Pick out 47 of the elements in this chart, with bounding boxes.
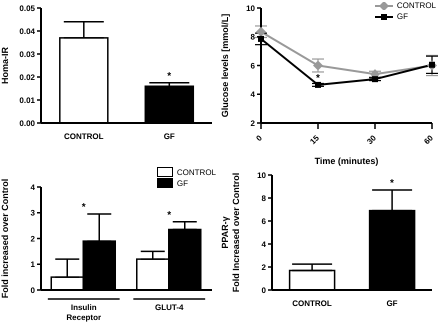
legend-label: CONTROL xyxy=(396,0,436,11)
y-tick-label: 0 xyxy=(30,285,36,294)
point xyxy=(256,26,266,37)
y-tick-label: 6 xyxy=(250,61,256,70)
y-tick-label: 0.05 xyxy=(19,4,36,13)
y-tick-label: 8 xyxy=(250,32,256,42)
x-tick-label: CONTROL xyxy=(64,132,104,141)
y-axis-title: Fold increased over Control xyxy=(0,178,10,298)
y-tick-label: 10 xyxy=(246,4,256,13)
point xyxy=(313,60,323,70)
y-tick-label: 0.04 xyxy=(19,26,36,36)
y-tick-label: 0.03 xyxy=(19,50,36,59)
x-tick-label: CONTROL xyxy=(292,298,332,308)
legend-label: CONTROL xyxy=(176,166,216,178)
y-axis-title: Homa-IR xyxy=(0,46,10,84)
y-tick-label: 2 xyxy=(262,262,267,272)
x-tick-label: 60 xyxy=(422,133,436,146)
y-tick-label: 3 xyxy=(30,208,36,218)
annotation: * xyxy=(82,202,86,213)
y-axis-title: PPAR-γ Fold Increased over Control xyxy=(220,172,241,292)
legend-label: GF xyxy=(176,178,188,188)
y-tick-label: 1 xyxy=(30,260,36,269)
x-tick-label: 30 xyxy=(365,133,378,146)
y-tick-label: 10 xyxy=(257,170,267,180)
y-tick-label: 4 xyxy=(262,239,267,248)
x-axis-title: Time (minutes) xyxy=(314,156,378,166)
annotation: * xyxy=(167,209,172,220)
y-tick-label: 4 xyxy=(30,182,36,192)
x-tick-label: GF xyxy=(386,298,398,308)
y-tick-label: 2 xyxy=(250,118,256,128)
x-tick-label: 15 xyxy=(308,133,322,146)
y-axis-title: Glucose levels [mmol/L] xyxy=(220,14,230,118)
x-tick-label: GF xyxy=(164,132,175,141)
annotation: * xyxy=(390,177,394,188)
annotation: * xyxy=(316,72,320,84)
y-tick-label: 2 xyxy=(30,234,36,243)
y-tick-label: 0.02 xyxy=(19,72,36,82)
y-tick-label: 0.00 xyxy=(19,118,36,128)
annotation: * xyxy=(167,70,172,82)
y-tick-label: 4 xyxy=(250,90,256,100)
y-tick-label: 8 xyxy=(262,193,267,202)
legend-label: GF xyxy=(396,11,408,22)
y-tick-label: 6 xyxy=(262,216,267,226)
x-tick-label: GLUT-4 xyxy=(155,302,184,312)
y-tick-label: 0.01 xyxy=(19,96,36,105)
y-tick-label: 0 xyxy=(262,285,267,294)
x-tick-label: Insulin Receptor xyxy=(66,302,102,322)
